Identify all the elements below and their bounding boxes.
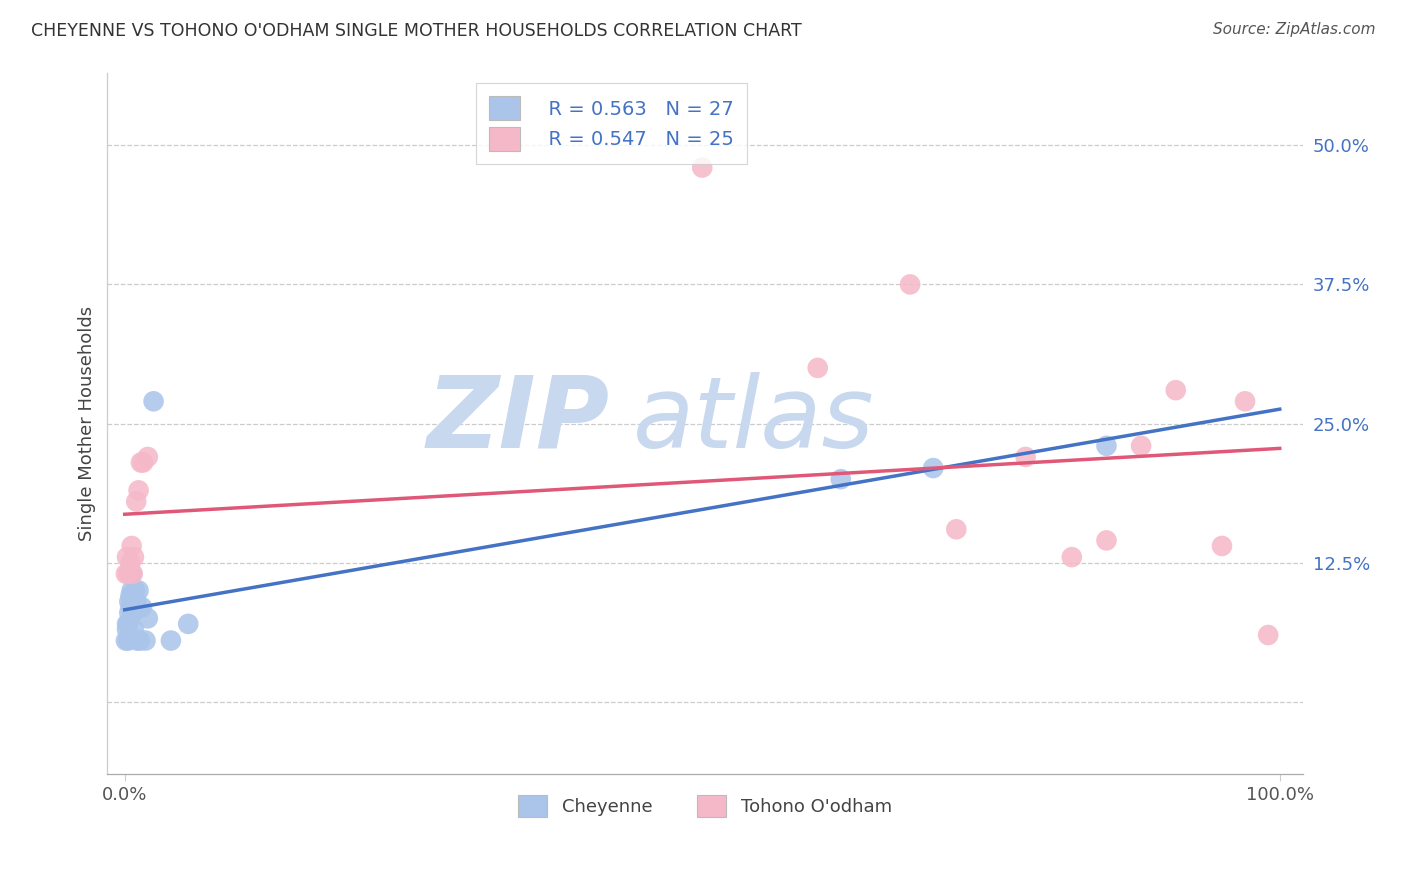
Point — [136, 611, 159, 625]
Point — [121, 566, 143, 581]
Point — [121, 539, 143, 553]
Text: ZIP: ZIP — [426, 372, 609, 468]
Text: atlas: atlas — [633, 372, 875, 468]
Point — [128, 633, 150, 648]
Point — [117, 566, 139, 581]
Point — [177, 616, 200, 631]
Point — [120, 589, 142, 603]
Point — [121, 583, 143, 598]
Point — [115, 616, 138, 631]
Point — [1014, 450, 1036, 464]
Point — [120, 556, 142, 570]
Point — [125, 494, 148, 508]
Point — [922, 461, 945, 475]
Point — [1257, 628, 1279, 642]
Point — [128, 583, 150, 598]
Point — [1060, 550, 1083, 565]
Point — [115, 550, 138, 565]
Point — [1095, 439, 1118, 453]
Text: CHEYENNE VS TOHONO O'ODHAM SINGLE MOTHER HOUSEHOLDS CORRELATION CHART: CHEYENNE VS TOHONO O'ODHAM SINGLE MOTHER… — [31, 22, 801, 40]
Point — [1234, 394, 1257, 409]
Point — [134, 633, 156, 648]
Legend: Cheyenne, Tohono O'odham: Cheyenne, Tohono O'odham — [512, 789, 898, 825]
Point — [1130, 439, 1153, 453]
Point — [690, 161, 713, 175]
Point — [132, 456, 155, 470]
Point — [898, 277, 921, 292]
Point — [118, 566, 141, 581]
Point — [1095, 533, 1118, 548]
Point — [120, 600, 142, 615]
Point — [117, 616, 139, 631]
Point — [121, 566, 143, 581]
Point — [136, 450, 159, 464]
Point — [122, 623, 145, 637]
Point — [142, 394, 165, 409]
Point — [122, 550, 145, 565]
Point — [115, 623, 138, 637]
Y-axis label: Single Mother Households: Single Mother Households — [79, 306, 96, 541]
Point — [117, 633, 139, 648]
Point — [125, 594, 148, 608]
Point — [1211, 539, 1233, 553]
Point — [1164, 383, 1187, 397]
Point — [115, 566, 138, 581]
Point — [830, 472, 852, 486]
Point — [118, 594, 141, 608]
Point — [118, 606, 141, 620]
Point — [115, 633, 138, 648]
Point — [127, 633, 149, 648]
Text: Source: ZipAtlas.com: Source: ZipAtlas.com — [1212, 22, 1375, 37]
Point — [124, 583, 146, 598]
Point — [129, 456, 152, 470]
Point — [131, 600, 153, 615]
Point — [128, 483, 150, 498]
Point — [807, 360, 830, 375]
Point — [945, 522, 967, 536]
Point — [121, 606, 143, 620]
Point — [160, 633, 183, 648]
